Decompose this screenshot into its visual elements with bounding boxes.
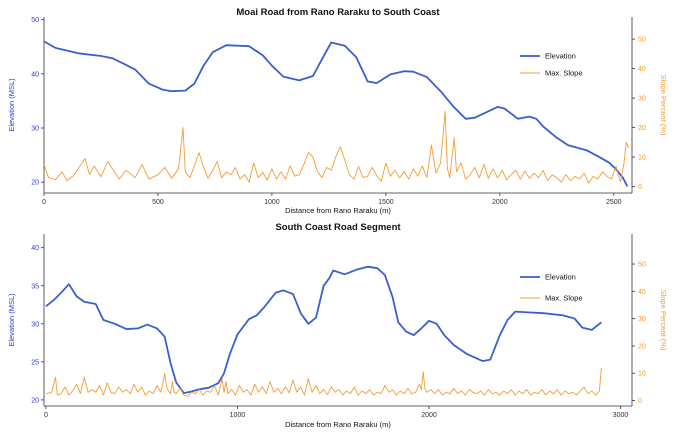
max-slope-series-line bbox=[45, 367, 602, 397]
chart-panel-2: South Coast Road Segment 0 1000 2000 3000 20 2… bbox=[7, 222, 668, 429]
chart-title: South Coast Road Segment bbox=[275, 222, 401, 233]
y-left-tick-label: 25 bbox=[31, 359, 39, 366]
y-right-tick-label: 0 bbox=[638, 184, 642, 191]
y-right-tick-label: 40 bbox=[638, 289, 646, 296]
y-left-tick-label: 20 bbox=[31, 180, 39, 187]
x-tick-label: 1000 bbox=[230, 412, 246, 419]
y-right-axis-label: Slope Percent (%) bbox=[659, 290, 668, 351]
x-tick-label: 3000 bbox=[613, 412, 629, 419]
legend-label: Elevation bbox=[545, 52, 576, 61]
y-right-tick-label: 50 bbox=[638, 262, 646, 269]
chart-panel-1: Moai Road from Rano Raraku to South Coas… bbox=[7, 7, 668, 215]
x-axis-label: Distance from Rano Raraku (m) bbox=[285, 206, 391, 215]
y-left-tick-label: 30 bbox=[31, 126, 39, 133]
y-left-tick-label: 35 bbox=[31, 283, 39, 290]
y-right-tick-label: 20 bbox=[638, 343, 646, 350]
y-right-tick-label: 20 bbox=[638, 125, 646, 132]
legend-label: Elevation bbox=[545, 273, 576, 282]
y-right-tick-label: 0 bbox=[638, 398, 642, 405]
y-left-tick-label: 40 bbox=[31, 245, 39, 252]
x-tick-label: 1500 bbox=[378, 199, 394, 206]
max-slope-series-line bbox=[43, 110, 630, 184]
x-tick-label: 2500 bbox=[606, 199, 622, 206]
y-right-tick-label: 40 bbox=[638, 66, 646, 73]
x-tick-label: 500 bbox=[152, 199, 164, 206]
chart-title: Moai Road from Rano Raraku to South Coas… bbox=[236, 7, 440, 18]
elevation-series-line bbox=[45, 265, 602, 394]
y-left-tick-label: 40 bbox=[31, 71, 39, 78]
x-axis-label: Distance from Rano Raraku (m) bbox=[285, 420, 391, 429]
y-right-tick-label: 30 bbox=[638, 316, 646, 323]
y-left-axis-label: Elevation (MSL) bbox=[7, 293, 16, 347]
y-right-tick-label: 50 bbox=[638, 37, 646, 44]
y-right-tick-label: 10 bbox=[638, 371, 646, 378]
x-tick-label: 2000 bbox=[492, 199, 508, 206]
y-right-tick-label: 30 bbox=[638, 96, 646, 103]
x-tick-label: 0 bbox=[42, 199, 46, 206]
x-tick-label: 2000 bbox=[421, 412, 437, 419]
legend-label: Max. Slope bbox=[545, 69, 583, 78]
y-left-tick-label: 30 bbox=[31, 321, 39, 328]
elevation-series-line bbox=[43, 40, 629, 187]
y-left-tick-label: 20 bbox=[31, 397, 39, 404]
y-right-axis-label: Slope Percent (%) bbox=[659, 75, 668, 136]
y-left-axis-label: Elevation (MSL) bbox=[7, 78, 16, 132]
y-left-tick-label: 50 bbox=[31, 17, 39, 24]
y-right-tick-label: 10 bbox=[638, 155, 646, 162]
x-tick-label: 1000 bbox=[264, 199, 280, 206]
legend-label: Max. Slope bbox=[545, 294, 583, 303]
x-tick-label: 0 bbox=[44, 412, 48, 419]
